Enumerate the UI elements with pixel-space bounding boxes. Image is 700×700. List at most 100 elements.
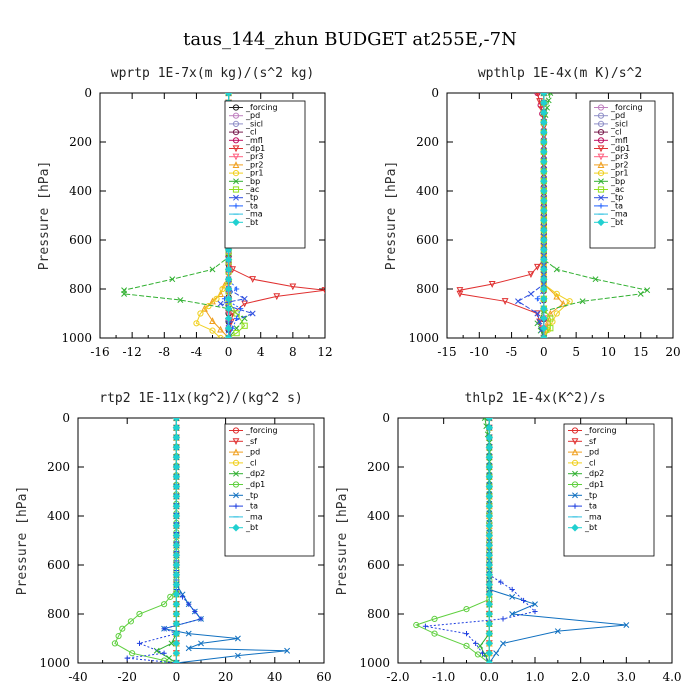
legend-entry: _dp2: [568, 469, 604, 478]
legend-marker: [233, 203, 239, 209]
series-area: [456, 93, 651, 338]
legend-label: _mfl: [245, 136, 263, 145]
series-ta: [422, 418, 538, 663]
data-point: [547, 93, 554, 96]
legend-entry: _pd: [568, 448, 599, 457]
data-point: [273, 293, 281, 301]
legend-entry: _forcing: [229, 103, 278, 112]
data-point: [172, 580, 181, 589]
y-tick-label: 0: [431, 86, 439, 100]
legend-entry: _pd: [229, 111, 260, 120]
data-point: [172, 620, 181, 628]
data-point: [540, 128, 548, 136]
data-point: [540, 148, 548, 156]
data-point: [579, 298, 586, 305]
x-tick-label: -4: [191, 345, 203, 359]
data-point: [485, 629, 494, 638]
legend-entry: _forcing: [229, 426, 278, 435]
legend-entry: _sicl: [594, 119, 628, 128]
legend-entry: _pd: [594, 111, 625, 120]
legend-marker: [233, 470, 239, 477]
series-line: [517, 93, 545, 338]
legend-label: _forcing: [245, 426, 278, 435]
data-point: [172, 424, 181, 432]
y-tick-label: 800: [47, 607, 70, 621]
legend-marker: [598, 194, 604, 201]
legend-entry: _bp: [229, 177, 260, 186]
data-point: [540, 236, 548, 244]
legend-marker: [572, 503, 578, 509]
data-point: [209, 266, 216, 273]
data-point: [456, 290, 464, 298]
data-point: [592, 276, 599, 283]
data-point: [485, 590, 494, 599]
data-point: [545, 97, 552, 104]
data-point: [515, 298, 521, 305]
data-point: [485, 649, 494, 657]
data-point: [224, 304, 233, 313]
y-tick-label: 400: [47, 509, 70, 523]
legend-marker: [232, 186, 240, 193]
legend-marker: [597, 170, 605, 177]
data-point: [540, 99, 548, 107]
legend-entry: _bt: [229, 523, 258, 532]
figure-title: taus_144_zhun BUDGET at255E,-7N: [183, 29, 517, 50]
x-tick-label: 0: [540, 345, 548, 359]
legend-marker: [597, 153, 605, 161]
data-point: [534, 310, 541, 317]
legend-label: _pd: [245, 111, 260, 120]
data-point: [217, 300, 224, 307]
series-line: [488, 418, 627, 663]
data-point: [172, 473, 181, 481]
legend-marker: [572, 492, 578, 499]
x-tick-label: 0: [173, 670, 181, 684]
data-point: [249, 276, 257, 283]
chart-panel-1: wprtp 1E-7x(m kg)/(s^2 kg) Pressure [hPa]…: [37, 66, 333, 359]
y-tick-label: 400: [69, 184, 92, 198]
x-tick-label: -5: [506, 345, 518, 359]
legend-entry: _tp: [594, 193, 623, 202]
legend-label: _bt: [245, 523, 258, 532]
series-line: [163, 418, 288, 663]
legend-marker: [232, 104, 240, 111]
series-dp1: [456, 93, 548, 338]
data-point: [485, 418, 494, 422]
data-point: [224, 93, 233, 97]
legend-marker: [597, 161, 605, 168]
data-point: [115, 632, 122, 640]
data-point: [172, 443, 181, 452]
data-point: [172, 433, 181, 442]
legend-entry: _tp: [229, 193, 258, 202]
y-axis-label: Pressure [hPa]: [37, 161, 52, 271]
legend-box: [224, 423, 315, 557]
data-point: [540, 324, 548, 332]
legend-marker: [571, 459, 579, 466]
data-point: [485, 522, 494, 530]
chart-panel-2: wpthlp 1E-4x(m K)/s^2 Pressure [hPa] -15 -1…: [384, 66, 681, 359]
data-point: [540, 304, 548, 313]
data-point: [481, 418, 488, 421]
data-point: [172, 531, 181, 540]
legend-marker: [598, 178, 604, 185]
data-point: [241, 322, 248, 329]
data-point: [540, 138, 548, 146]
legend-label: _forcing: [610, 103, 643, 112]
legend-entry: _forcing: [594, 103, 643, 112]
legend-label: _bp: [245, 177, 260, 186]
data-point: [224, 265, 233, 274]
x-tick-label: 3.0: [617, 670, 636, 684]
data-point: [234, 635, 241, 642]
legend-label: _cl: [610, 128, 622, 137]
legend-entry: _pr3: [229, 152, 263, 161]
y-tick-label: 200: [367, 460, 390, 474]
data-point: [493, 650, 500, 657]
legend-label: _cl: [245, 128, 257, 137]
legend-marker: [597, 112, 605, 119]
data-point: [540, 314, 548, 323]
data-point: [161, 657, 168, 663]
panel-title: rtp2 1E-11x(kg^2)/(kg^2 s): [99, 391, 303, 406]
data-point: [172, 492, 181, 501]
legend-label: _tp: [245, 193, 258, 202]
legend-entry: _bt: [229, 218, 258, 227]
data-point: [488, 281, 496, 288]
